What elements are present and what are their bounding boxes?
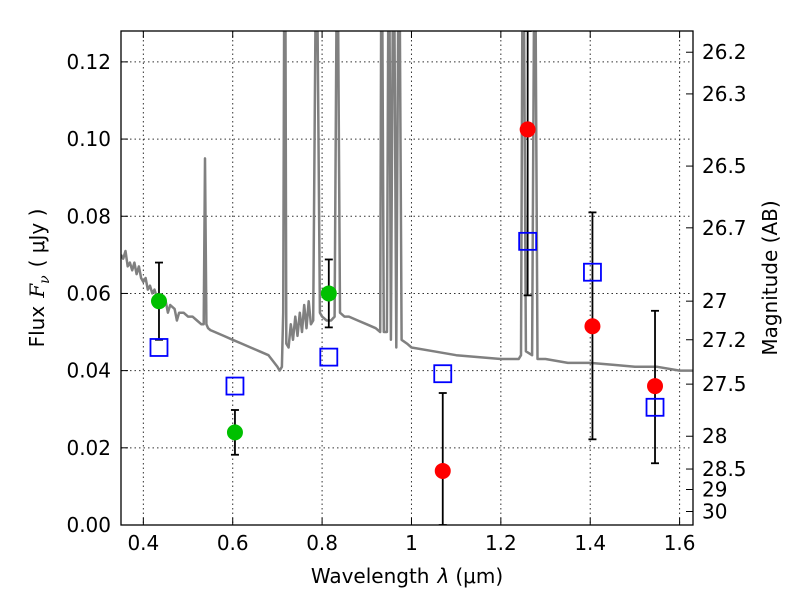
y2-tick-label: 27.2 bbox=[702, 328, 747, 352]
errorbar-layer bbox=[154, 31, 660, 525]
y2-tick-label: 26.5 bbox=[702, 154, 747, 178]
x-tick-label: 1.2 bbox=[485, 531, 517, 555]
model-photometry-square bbox=[433, 364, 453, 384]
y2-tick-label: 27.5 bbox=[702, 372, 747, 396]
x-tick-label: 0.8 bbox=[306, 531, 338, 555]
y2-tick-label: 28 bbox=[702, 424, 727, 448]
x-axis-label-unit: (μm) bbox=[455, 564, 503, 588]
model-photometry-square bbox=[645, 397, 665, 417]
y-tick-label: 0.12 bbox=[66, 50, 111, 74]
observed-point bbox=[647, 378, 664, 395]
model-photometry-square bbox=[225, 376, 245, 396]
x-tick-label: 1 bbox=[405, 531, 418, 555]
y2-tick-label: 28.5 bbox=[702, 457, 747, 481]
y2-tick-label: 27 bbox=[702, 289, 727, 313]
y2-tick-label: 26.7 bbox=[702, 216, 747, 240]
model-photometry-square bbox=[149, 338, 169, 357]
y-tick-label: 0.10 bbox=[66, 127, 111, 151]
x-axis-label: Wavelength λ (μm) bbox=[311, 564, 503, 588]
y-axis-label: Flux Fν ( μJy ) bbox=[25, 209, 53, 348]
x-axis-label-symbol: λ bbox=[437, 564, 450, 588]
observed-point bbox=[584, 318, 601, 335]
model-photometry-square bbox=[518, 231, 538, 251]
observed-point bbox=[519, 121, 536, 138]
spectrum-line bbox=[121, 31, 693, 372]
plot-area bbox=[121, 31, 693, 525]
y-axis-label-subscript: ν bbox=[37, 275, 53, 284]
y2-tick-label: 26.3 bbox=[702, 82, 747, 106]
plot-frame bbox=[120, 30, 694, 526]
observed-point bbox=[226, 424, 243, 441]
spectrum-layer bbox=[121, 31, 693, 372]
model-photometry-square bbox=[583, 262, 602, 282]
x-tick-label: 1.4 bbox=[574, 531, 606, 555]
x-tick-label: 0.6 bbox=[217, 531, 249, 555]
y-axis-label-unit: ( μJy ) bbox=[25, 209, 49, 268]
observed-point bbox=[150, 293, 167, 310]
observed-point bbox=[434, 462, 451, 479]
y2-tick-label: 29 bbox=[702, 477, 727, 501]
y-tick-label: 0.08 bbox=[66, 204, 111, 228]
y2-tick-label: 30 bbox=[702, 499, 727, 523]
y-axis-label-symbol: F bbox=[25, 283, 49, 299]
y-tick-label: 0.06 bbox=[66, 281, 111, 305]
marker-layer bbox=[149, 121, 665, 479]
y-tick-label: 0.00 bbox=[66, 513, 111, 537]
grid-layer bbox=[121, 31, 693, 525]
y2-axis-label: Magnitude (AB) bbox=[758, 200, 782, 355]
y-tick-label: 0.02 bbox=[66, 436, 111, 460]
x-axis-label-text: Wavelength bbox=[311, 564, 430, 588]
observed-point bbox=[320, 285, 337, 302]
x-tick-label: 0.4 bbox=[127, 531, 159, 555]
x-tick-label: 1.6 bbox=[664, 531, 696, 555]
y-tick-label: 0.04 bbox=[66, 359, 111, 383]
tick-layer: 0.4 0.6 0.8 1 1.2 1.4 1.6 0.00 0.02 0.04 0.06 0.08 0… bbox=[66, 31, 747, 555]
model-photometry-square bbox=[319, 347, 339, 367]
y-axis-label-text: Flux bbox=[25, 306, 49, 348]
y2-tick-label: 26.2 bbox=[702, 40, 747, 64]
